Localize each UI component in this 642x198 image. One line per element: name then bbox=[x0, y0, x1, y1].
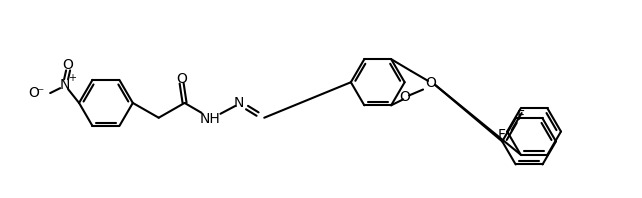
Text: O: O bbox=[63, 58, 74, 72]
Text: O: O bbox=[400, 90, 411, 104]
Text: N: N bbox=[60, 78, 71, 92]
Text: ⁻: ⁻ bbox=[37, 86, 44, 100]
Text: O: O bbox=[28, 86, 39, 100]
Text: NH: NH bbox=[200, 112, 221, 126]
Text: +: + bbox=[68, 73, 76, 83]
Text: N: N bbox=[233, 96, 243, 110]
Text: O: O bbox=[426, 76, 437, 90]
Text: F: F bbox=[517, 109, 525, 123]
Text: O: O bbox=[176, 72, 187, 86]
Text: F: F bbox=[497, 129, 505, 143]
